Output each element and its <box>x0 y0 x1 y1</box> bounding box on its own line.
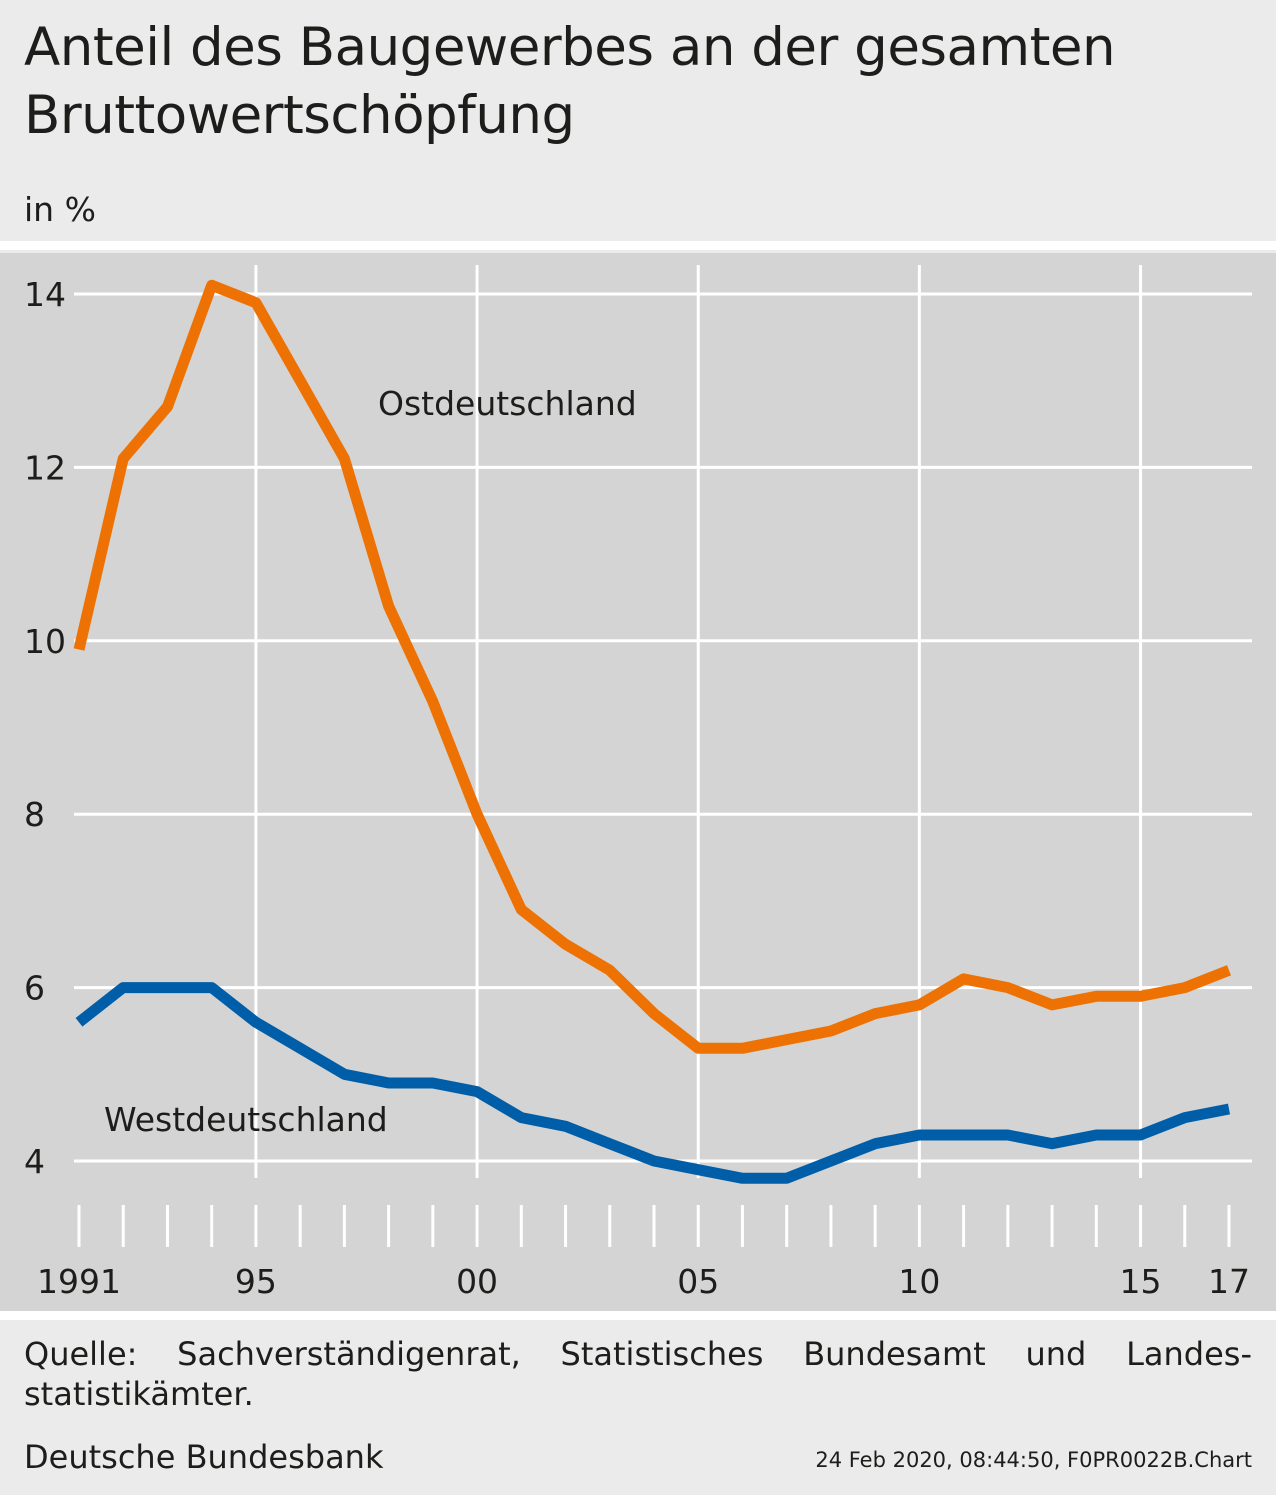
x-tick-label: 95 <box>235 1262 277 1301</box>
series-label-ostdeutschland: Ostdeutschland <box>378 384 637 423</box>
y-tick-label: 6 <box>24 969 45 1008</box>
y-tick-label: 14 <box>24 275 66 314</box>
chart-title: Anteil des Baugewerbes an der gesamten B… <box>24 17 1116 146</box>
x-tick-label: 05 <box>677 1262 719 1301</box>
x-tick-label: 00 <box>456 1262 498 1301</box>
x-tick-label: 10 <box>898 1262 940 1301</box>
source-note: Quelle: Sachverständigenrat, Statistisch… <box>24 1335 1252 1413</box>
x-tick-label: 1991 <box>37 1262 121 1301</box>
bottom-divider <box>0 1311 1276 1320</box>
y-tick-label: 12 <box>24 448 66 487</box>
series-label-westdeutschland: Westdeutschland <box>104 1100 388 1139</box>
line-chart: 4 6 8 10 12 14 1991 95 00 05 10 15 17 Ostdeutschlan… <box>0 253 1276 1311</box>
plot-area <box>0 253 1276 1311</box>
y-tick-label: 10 <box>24 622 66 661</box>
x-tick-label: 17 <box>1208 1262 1250 1301</box>
y-tick-label: 4 <box>24 1142 45 1181</box>
y-axis-labels: 4 6 8 10 12 14 <box>24 275 66 1181</box>
x-axis-ticks <box>77 1205 1231 1247</box>
unit-label: in % <box>24 190 96 229</box>
x-axis-labels: 1991 95 00 05 10 15 17 <box>37 1262 1250 1301</box>
y-tick-label: 8 <box>24 795 45 834</box>
series-line-westdeutschland <box>75 982 1231 1184</box>
series-lines <box>73 279 1232 1184</box>
publisher: Deutsche Bundesbank <box>24 1438 384 1476</box>
x-tick-label: 15 <box>1120 1262 1162 1301</box>
series-line-ostdeutschland <box>73 279 1232 1054</box>
timestamp: 24 Feb 2020, 08:44:50, F0PR0022B.Chart <box>815 1448 1252 1472</box>
top-divider <box>0 241 1276 250</box>
